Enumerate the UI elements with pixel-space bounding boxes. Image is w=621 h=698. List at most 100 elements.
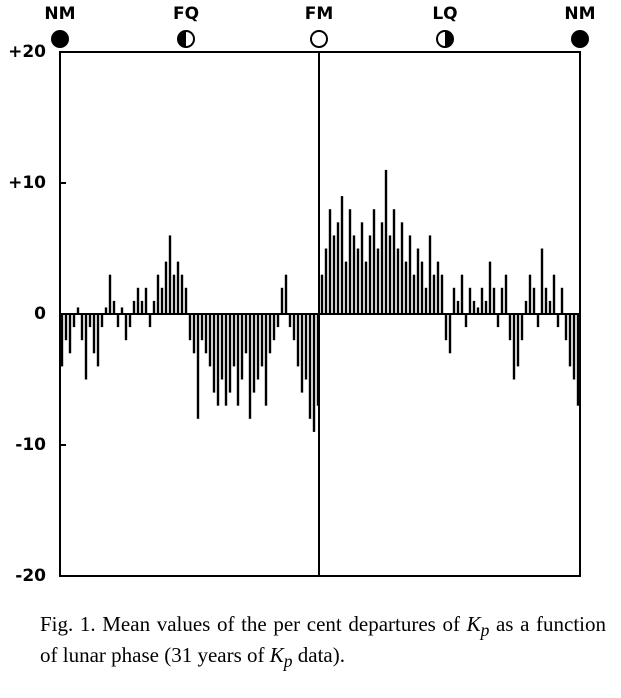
caption-text: as a function of lunar phase (31 years o… (40, 612, 607, 668)
bar (84, 314, 88, 380)
bar (284, 274, 288, 314)
bar (400, 222, 404, 314)
bar (332, 235, 336, 314)
bar (532, 287, 536, 314)
bar (492, 287, 496, 314)
bar (440, 274, 444, 314)
bar (220, 314, 224, 380)
phase-label: FQ (173, 4, 199, 24)
bar (208, 314, 212, 367)
bar (568, 314, 572, 367)
bar (300, 314, 304, 393)
y-tick-label: -20 (15, 566, 46, 586)
bar (112, 300, 116, 314)
bar (148, 314, 152, 328)
bar (496, 314, 500, 328)
bar (552, 274, 556, 314)
bar (236, 314, 240, 406)
phase-label: NM (44, 4, 75, 24)
bar (572, 314, 576, 380)
bar (416, 248, 420, 314)
bar (444, 314, 448, 341)
bar (68, 314, 72, 354)
bar (544, 287, 548, 314)
bar (172, 274, 176, 314)
bar (524, 300, 528, 314)
bar (460, 274, 464, 314)
caption-text: Fig. 1. Mean values of the per cent depa… (40, 612, 467, 636)
bar (368, 235, 372, 314)
bar (428, 235, 432, 314)
bar (164, 261, 168, 314)
bar (304, 314, 308, 380)
bar (136, 287, 140, 314)
bar (512, 314, 516, 380)
bar (96, 314, 100, 367)
bar (392, 209, 396, 314)
bar (180, 274, 184, 314)
bar (448, 314, 452, 354)
bar (252, 314, 256, 393)
bar (472, 300, 476, 314)
bar (108, 274, 112, 314)
bar (340, 196, 344, 314)
bar (548, 300, 552, 314)
bar (64, 314, 68, 341)
bar (436, 261, 440, 314)
bar (388, 235, 392, 314)
figure-caption: Fig. 1. Mean values of the per cent depa… (40, 612, 606, 674)
phase-label: NM (564, 4, 595, 24)
bar (328, 209, 332, 314)
bar (372, 209, 376, 314)
bar (420, 261, 424, 314)
y-tick-label: +10 (8, 173, 46, 193)
bar (516, 314, 520, 367)
bar (556, 314, 560, 328)
bar (244, 314, 248, 354)
bar (508, 314, 512, 341)
caption-text: data). (292, 643, 345, 668)
bar (488, 261, 492, 314)
bar (520, 314, 524, 341)
bar (360, 222, 364, 314)
bar (308, 314, 312, 419)
bar (100, 314, 104, 328)
bar (80, 314, 84, 341)
bar (476, 307, 480, 314)
bar (120, 307, 124, 314)
new-moon-icon (571, 30, 589, 48)
bar (228, 314, 232, 393)
bar (376, 248, 380, 314)
bar (240, 314, 244, 380)
bar (452, 287, 456, 314)
bar (504, 274, 508, 314)
bar (316, 314, 320, 406)
bar (292, 314, 296, 341)
bar (464, 314, 468, 328)
bar (356, 248, 360, 314)
bar (192, 314, 196, 354)
bar (92, 314, 96, 354)
bar (500, 287, 504, 314)
bar (384, 169, 388, 314)
bar (576, 314, 580, 406)
bar (256, 314, 260, 380)
bar (204, 314, 208, 354)
bar (288, 314, 292, 328)
bar (260, 314, 264, 367)
bar (176, 261, 180, 314)
new-moon-icon (51, 30, 69, 48)
bar (124, 314, 128, 341)
bar (140, 300, 144, 314)
bar (432, 274, 436, 314)
bar (280, 287, 284, 314)
caption-subscript: p (283, 651, 293, 672)
bar (344, 261, 348, 314)
bar (152, 300, 156, 314)
bar (196, 314, 200, 419)
y-tick-label: +20 (8, 42, 46, 62)
chart: NM FQ FM LQ NM -20 -10 0 +10 +20 (8, 4, 595, 586)
bar (264, 314, 268, 406)
bar (132, 300, 136, 314)
bar (560, 287, 564, 314)
